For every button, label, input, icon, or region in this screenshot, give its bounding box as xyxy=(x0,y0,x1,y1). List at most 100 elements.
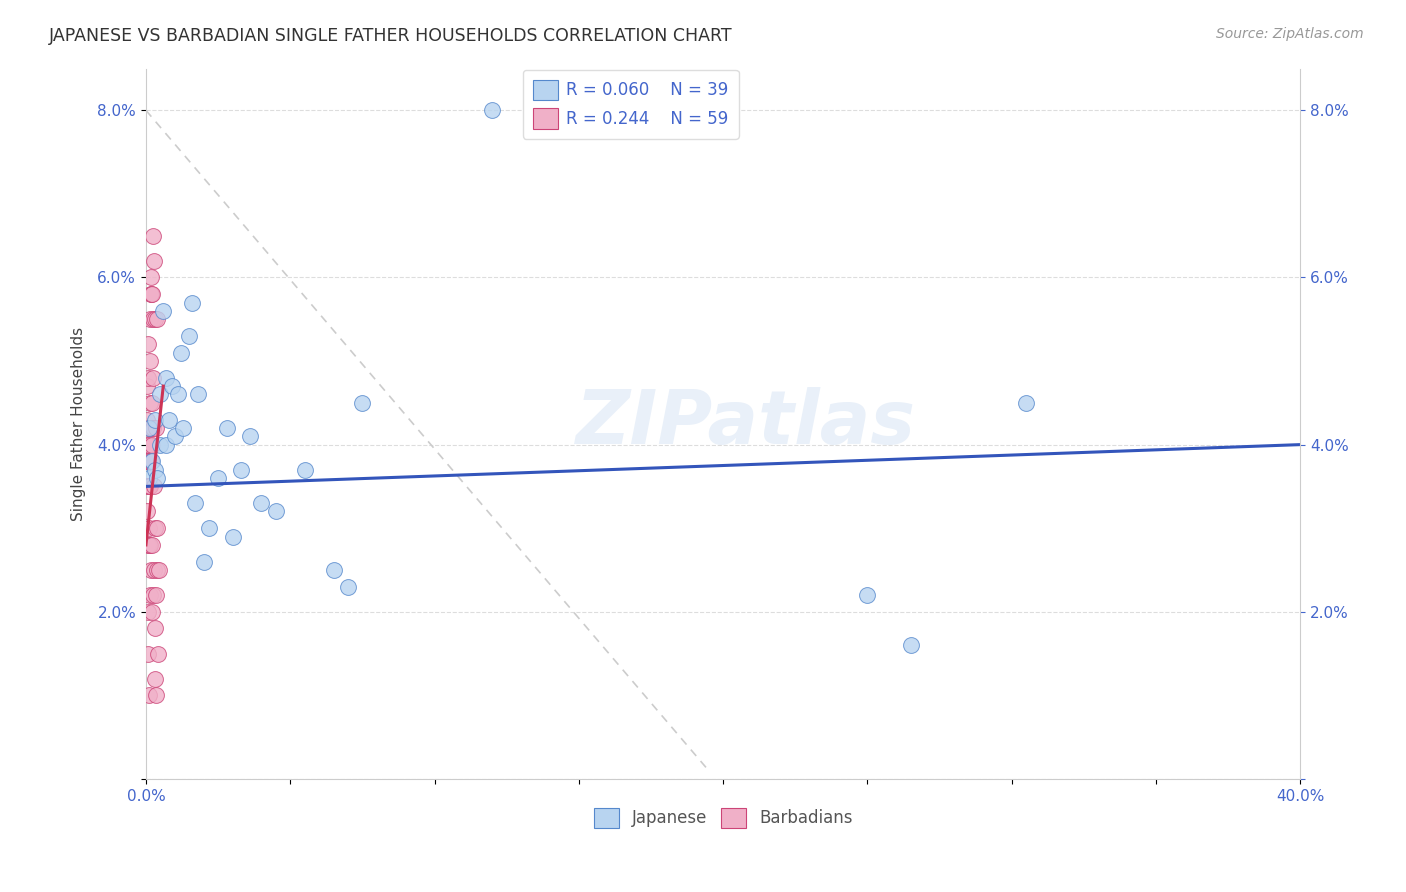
Point xyxy=(1015,396,1038,410)
Point xyxy=(481,103,503,118)
Point xyxy=(553,103,575,118)
Point xyxy=(146,471,169,485)
Point xyxy=(155,437,177,451)
Point xyxy=(142,421,165,435)
Point xyxy=(139,287,162,301)
Point xyxy=(139,396,162,410)
Legend: Japanese, Barbadians: Japanese, Barbadians xyxy=(586,801,859,835)
Point xyxy=(155,370,177,384)
Point xyxy=(135,437,157,451)
Point xyxy=(143,563,166,577)
Point xyxy=(143,312,166,326)
Point xyxy=(138,454,160,468)
Point xyxy=(142,253,165,268)
Point xyxy=(264,504,287,518)
Point xyxy=(143,479,166,493)
Point xyxy=(143,412,166,426)
Point xyxy=(138,437,160,451)
Point xyxy=(145,689,167,703)
Point xyxy=(136,370,159,384)
Point xyxy=(138,471,160,485)
Y-axis label: Single Father Households: Single Father Households xyxy=(72,326,86,521)
Point xyxy=(136,454,159,468)
Point xyxy=(138,479,160,493)
Point xyxy=(142,228,165,243)
Point xyxy=(294,463,316,477)
Point xyxy=(136,538,159,552)
Point xyxy=(136,605,159,619)
Point xyxy=(352,396,374,410)
Point xyxy=(136,454,159,468)
Point xyxy=(135,412,157,426)
Point xyxy=(336,580,359,594)
Point xyxy=(139,270,162,285)
Text: JAPANESE VS BARBADIAN SINGLE FATHER HOUSEHOLDS CORRELATION CHART: JAPANESE VS BARBADIAN SINGLE FATHER HOUS… xyxy=(49,27,733,45)
Point xyxy=(166,387,188,401)
Point xyxy=(149,437,172,451)
Point xyxy=(146,563,169,577)
Point xyxy=(141,437,163,451)
Point xyxy=(136,379,159,393)
Point xyxy=(139,454,162,468)
Point xyxy=(138,479,160,493)
Point xyxy=(141,287,163,301)
Point xyxy=(145,672,167,686)
Point xyxy=(221,530,243,544)
Point xyxy=(152,304,174,318)
Point xyxy=(135,454,157,468)
Point xyxy=(146,521,169,535)
Point xyxy=(143,463,166,477)
Point xyxy=(181,295,204,310)
Point xyxy=(900,638,922,652)
Point xyxy=(157,412,180,426)
Point xyxy=(138,588,160,602)
Point xyxy=(193,555,215,569)
Point xyxy=(184,496,207,510)
Point xyxy=(239,429,262,443)
Point xyxy=(138,521,160,535)
Point xyxy=(139,421,162,435)
Point xyxy=(145,421,167,435)
Point xyxy=(160,379,183,393)
Point xyxy=(149,387,172,401)
Point xyxy=(143,521,166,535)
Point xyxy=(141,605,163,619)
Point xyxy=(215,421,238,435)
Point xyxy=(139,312,162,326)
Point xyxy=(138,479,160,493)
Point xyxy=(139,354,162,368)
Point xyxy=(187,387,209,401)
Text: ZIPatlas: ZIPatlas xyxy=(576,387,917,460)
Point xyxy=(145,588,167,602)
Point xyxy=(146,647,169,661)
Point xyxy=(142,588,165,602)
Point xyxy=(231,463,253,477)
Point xyxy=(141,563,163,577)
Point xyxy=(136,647,159,661)
Point xyxy=(142,370,165,384)
Point xyxy=(141,538,163,552)
Point xyxy=(207,471,229,485)
Point xyxy=(136,479,159,493)
Point xyxy=(142,312,165,326)
Point xyxy=(148,563,170,577)
Point xyxy=(138,689,160,703)
Point xyxy=(179,329,201,343)
Point xyxy=(141,454,163,468)
Point xyxy=(138,538,160,552)
Point xyxy=(198,521,221,535)
Point xyxy=(136,337,159,351)
Point xyxy=(856,588,879,602)
Point xyxy=(139,538,162,552)
Point xyxy=(138,421,160,435)
Point xyxy=(138,421,160,435)
Text: Source: ZipAtlas.com: Source: ZipAtlas.com xyxy=(1216,27,1364,41)
Point xyxy=(145,312,167,326)
Point xyxy=(139,287,162,301)
Point xyxy=(169,345,191,359)
Point xyxy=(141,396,163,410)
Point xyxy=(322,563,344,577)
Point xyxy=(250,496,273,510)
Point xyxy=(136,504,159,518)
Point xyxy=(172,421,194,435)
